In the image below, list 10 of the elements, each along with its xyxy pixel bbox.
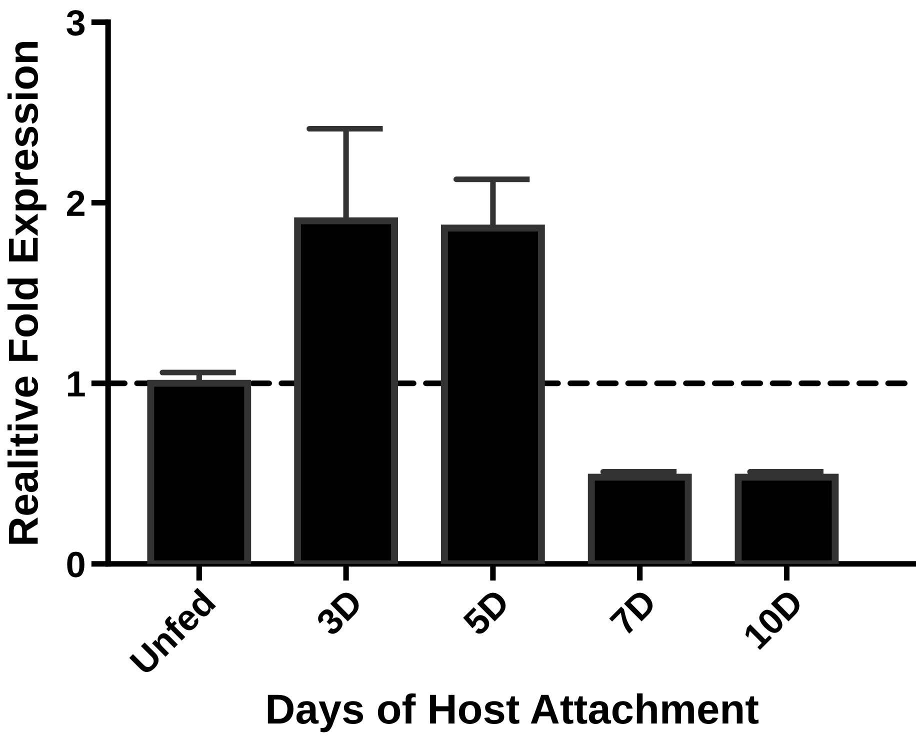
x-tick-label: 5D (462, 588, 511, 637)
y-tick-label: 3 (66, 10, 85, 36)
y-tick-label: 2 (67, 190, 84, 216)
x-tick-label: 10D (742, 588, 804, 650)
y-tick-label: 1 (68, 372, 85, 396)
x-tick-label: 7D (609, 588, 658, 636)
y-axis-title: Realitive Fold Expression (8, 42, 46, 544)
x-tick-label: 3D (314, 588, 364, 637)
y-tick-label: 0 (67, 552, 84, 578)
x-axis-title: Days of Host Attachment (268, 693, 758, 732)
